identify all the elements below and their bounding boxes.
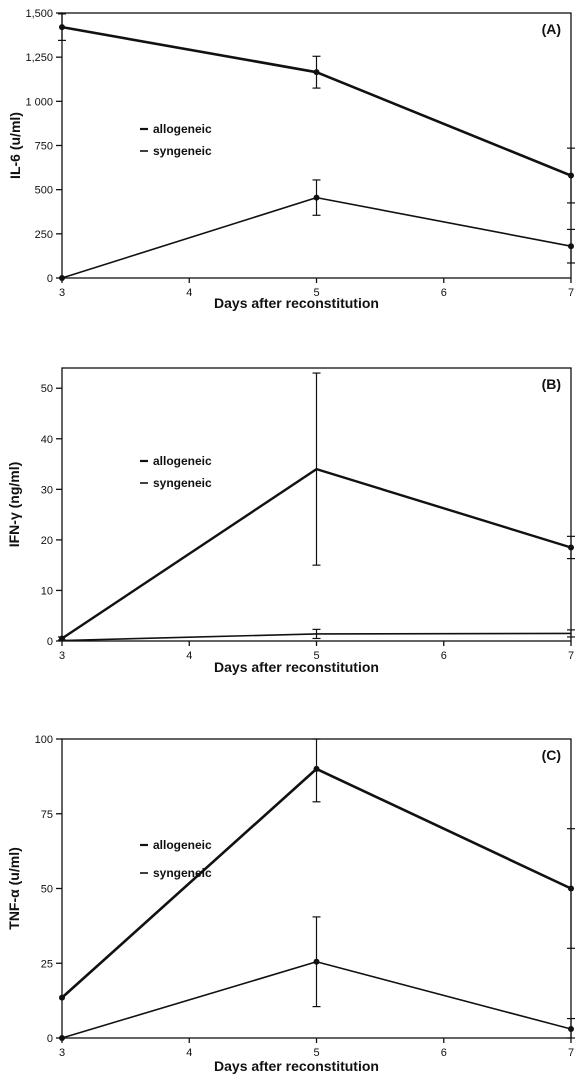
y-tick-label: 500 [35,185,53,197]
panel-label: (B) [542,376,561,392]
panel-label: (A) [542,21,561,37]
x-axis-title: Days after reconstitution [214,295,379,311]
data-point-syngeneic [313,958,320,965]
y-tick-label: 1,250 [25,52,53,64]
legend-label-allogeneic: allogeneic [153,454,212,468]
legend-label-syngeneic: syngeneic [153,866,212,880]
x-tick-label: 6 [441,650,447,662]
x-tick-label: 7 [568,287,574,299]
y-axis-title: IFN-γ (ng/ml) [6,462,22,548]
y-axis-title: TNF-α (u/ml) [6,847,22,929]
panel-0-chart: 0 250 500 750 1 000 1,250 1,500 3 4 5 6 7 Days after… [7,8,575,311]
data-point-syngeneic [568,1026,574,1033]
legend-label-syngeneic: syngeneic [153,476,212,490]
x-axis-title: Days after reconstitution [214,659,379,675]
data-point-syngeneic [313,194,320,201]
y-tick-label: 20 [41,535,53,547]
y-tick-label: 10 [41,585,53,597]
data-point-allogeneic [59,24,65,31]
y-tick-label: 50 [41,383,53,395]
panel-label: (C) [542,747,561,763]
x-tick-label: 7 [568,1047,574,1059]
x-tick-label: 5 [313,1047,319,1059]
panel-1-chart: 0 10 20 30 40 50 3 4 5 6 7 Days after reconstitutio… [6,367,575,675]
legend-label-allogeneic: allogeneic [153,838,212,852]
x-tick-label: 5 [313,650,319,662]
data-point-allogeneic [568,544,574,551]
y-tick-label: 30 [41,484,53,496]
data-point-syngeneic [59,1035,65,1041]
y-tick-label: 75 [41,809,53,821]
y-axis-title: IL-6 (u/ml) [7,112,23,179]
y-tick-label: 1 000 [25,96,53,108]
data-point-allogeneic [313,69,320,76]
data-point-syngeneic [59,275,65,281]
data-point-allogeneic [568,885,574,892]
x-tick-label: 4 [186,287,192,299]
x-tick-label: 4 [186,1047,192,1059]
x-axis-title: Days after reconstitution [214,1058,379,1074]
y-tick-label: 0 [47,273,53,285]
panel-2-chart: 0 25 50 75 100 3 4 5 6 7 Days after reconstitution… [6,734,575,1074]
y-tick-label: 25 [41,958,53,970]
y-tick-label: 0 [47,636,53,648]
y-tick-label: 1,500 [25,8,53,20]
y-tick-label: 250 [35,229,53,241]
x-tick-label: 3 [59,1047,65,1059]
x-tick-label: 7 [568,650,574,662]
x-tick-label: 5 [313,287,319,299]
y-tick-label: 100 [35,734,53,746]
data-point-allogeneic [313,765,320,772]
legend-label-allogeneic: allogeneic [153,122,212,136]
x-tick-label: 3 [59,650,65,662]
y-tick-label: 0 [47,1033,53,1045]
data-point-allogeneic [568,172,574,179]
legend-label-syngeneic: syngeneic [153,144,212,158]
series-line-allogeneic [61,25,572,177]
data-point-allogeneic [59,994,65,1001]
x-tick-label: 6 [441,1047,447,1059]
y-tick-label: 40 [41,434,53,446]
y-tick-label: 50 [41,884,53,896]
x-tick-label: 3 [59,287,65,299]
x-tick-label: 4 [186,650,192,662]
data-point-syngeneic [568,243,574,250]
x-tick-label: 6 [441,287,447,299]
y-tick-label: 750 [35,141,53,153]
